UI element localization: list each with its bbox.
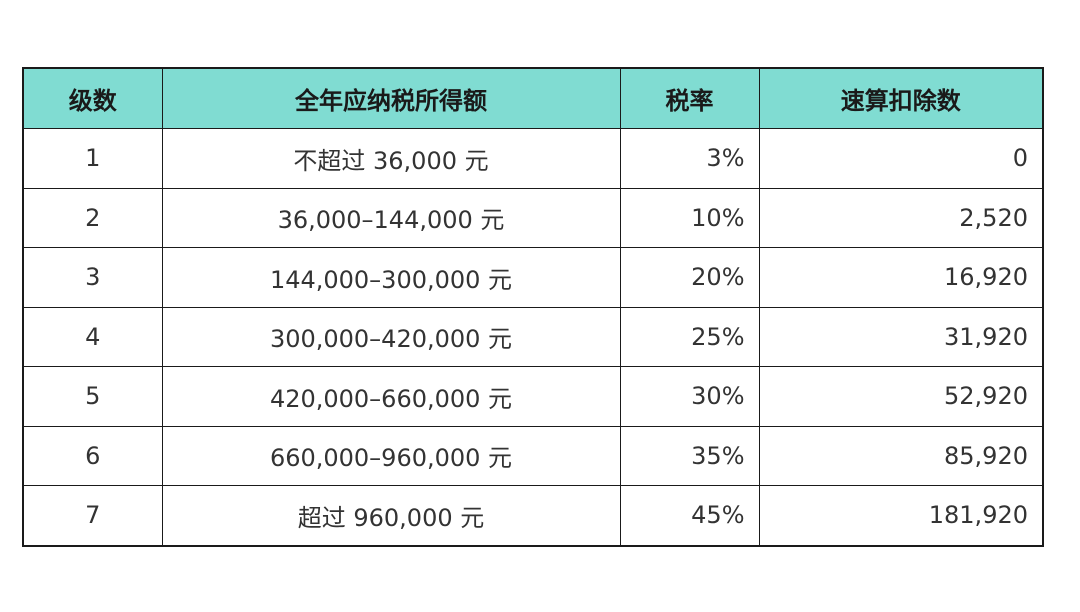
table-row: 2 36,000–144,000 元 10% 2,520 <box>22 187 1044 248</box>
header-tax-rate: 税率 <box>619 67 760 129</box>
cell-level: 3 <box>22 247 163 308</box>
cell-quick-deduction: 85,920 <box>758 425 1044 486</box>
cell-quick-deduction: 16,920 <box>758 247 1044 308</box>
cell-tax-rate: 10% <box>619 187 760 248</box>
table-header: 级数 全年应纳税所得额 税率 速算扣除数 <box>22 67 1044 129</box>
table-row: 6 660,000–960,000 元 35% 85,920 <box>22 425 1044 486</box>
cell-taxable-income: 660,000–960,000 元 <box>161 425 621 486</box>
table-body: 1 不超过 36,000 元 3% 0 2 36,000–144,000 元 1… <box>22 128 1044 546</box>
cell-taxable-income: 不超过 36,000 元 <box>161 128 621 189</box>
table-row: 4 300,000–420,000 元 25% 31,920 <box>22 306 1044 367</box>
cell-level: 1 <box>22 128 163 189</box>
cell-tax-rate: 45% <box>619 485 760 546</box>
header-row: 级数 全年应纳税所得额 税率 速算扣除数 <box>22 67 1044 129</box>
cell-tax-rate: 20% <box>619 247 760 308</box>
cell-taxable-income: 超过 960,000 元 <box>161 485 621 546</box>
cell-taxable-income: 420,000–660,000 元 <box>161 366 621 427</box>
cell-tax-rate: 30% <box>619 366 760 427</box>
cell-quick-deduction: 31,920 <box>758 306 1044 367</box>
table-row: 7 超过 960,000 元 45% 181,920 <box>22 485 1044 546</box>
cell-tax-rate: 3% <box>619 128 760 189</box>
cell-taxable-income: 300,000–420,000 元 <box>161 306 621 367</box>
cell-quick-deduction: 181,920 <box>758 485 1044 546</box>
table-row: 3 144,000–300,000 元 20% 16,920 <box>22 247 1044 308</box>
table-row: 1 不超过 36,000 元 3% 0 <box>22 128 1044 189</box>
cell-quick-deduction: 0 <box>758 128 1044 189</box>
header-taxable-income: 全年应纳税所得额 <box>161 67 621 129</box>
cell-level: 7 <box>22 485 163 546</box>
cell-level: 6 <box>22 425 163 486</box>
cell-taxable-income: 144,000–300,000 元 <box>161 247 621 308</box>
cell-taxable-income: 36,000–144,000 元 <box>161 187 621 248</box>
cell-level: 5 <box>22 366 163 427</box>
cell-quick-deduction: 52,920 <box>758 366 1044 427</box>
cell-tax-rate: 35% <box>619 425 760 486</box>
header-quick-deduction: 速算扣除数 <box>758 67 1044 129</box>
cell-level: 4 <box>22 306 163 367</box>
header-level: 级数 <box>22 67 163 129</box>
tax-bracket-table-container: 级数 全年应纳税所得额 税率 速算扣除数 1 不超过 36,000 元 3% 0… <box>22 67 1044 547</box>
cell-quick-deduction: 2,520 <box>758 187 1044 248</box>
cell-level: 2 <box>22 187 163 248</box>
cell-tax-rate: 25% <box>619 306 760 367</box>
table-row: 5 420,000–660,000 元 30% 52,920 <box>22 366 1044 427</box>
tax-bracket-table: 级数 全年应纳税所得额 税率 速算扣除数 1 不超过 36,000 元 3% 0… <box>22 67 1044 547</box>
